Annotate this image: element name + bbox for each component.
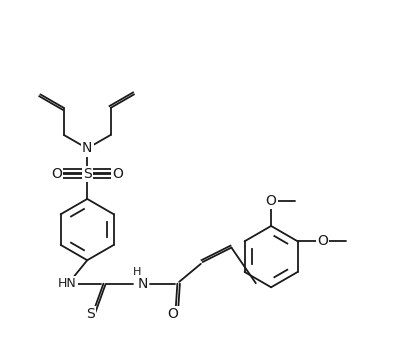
Text: O: O bbox=[168, 307, 178, 321]
Text: O: O bbox=[113, 167, 123, 181]
Text: HN: HN bbox=[58, 277, 77, 290]
Text: S: S bbox=[83, 167, 92, 181]
Text: N: N bbox=[82, 141, 92, 155]
Text: O: O bbox=[318, 234, 328, 248]
Text: O: O bbox=[266, 194, 277, 208]
Text: N: N bbox=[138, 277, 148, 291]
Text: O: O bbox=[51, 167, 62, 181]
Text: S: S bbox=[86, 307, 95, 321]
Text: H: H bbox=[133, 267, 141, 277]
